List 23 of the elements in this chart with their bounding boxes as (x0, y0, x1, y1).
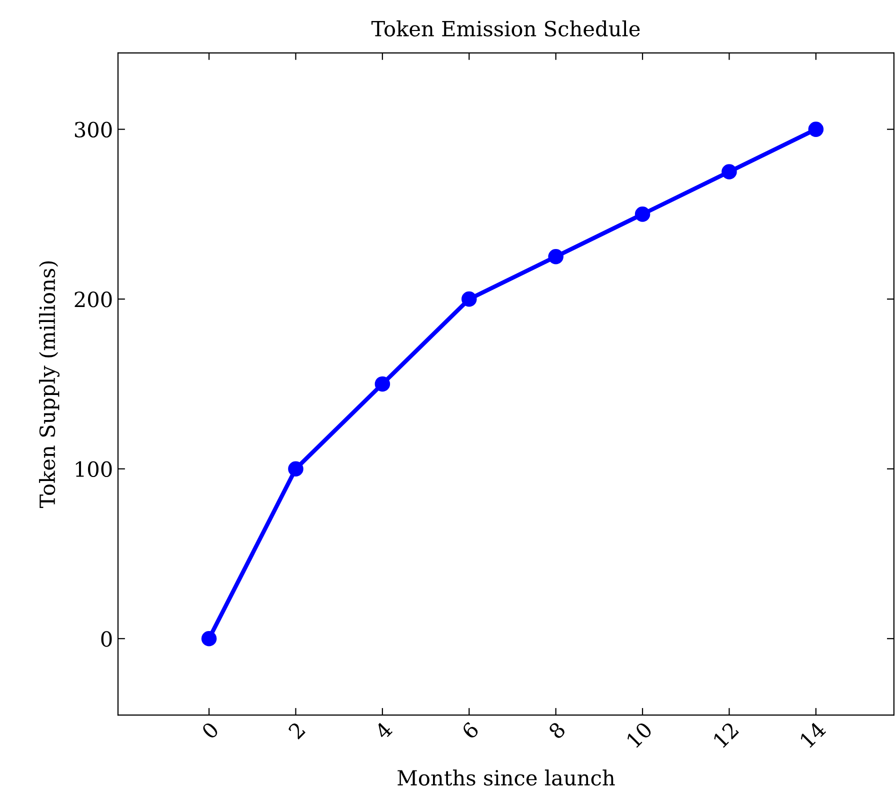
y-tick-label: 0 (101, 631, 112, 647)
x-axis-title: Months since launch (398, 770, 615, 786)
x-tick-label: 6 (460, 721, 480, 740)
y-axis-title: Token Supply (millions) (39, 261, 60, 508)
point (374, 376, 390, 392)
x-tick-label: 2 (288, 722, 306, 740)
point (461, 291, 477, 307)
point (201, 630, 217, 646)
point (808, 122, 824, 137)
point (288, 461, 304, 476)
x-tick-label: 14 (799, 720, 826, 748)
y-tick-label: 300 (74, 122, 112, 138)
x-tick-label: 10 (626, 721, 653, 748)
x-tick-label: 8 (548, 721, 566, 740)
y-tick-label: 100 (76, 461, 112, 478)
point (722, 164, 737, 180)
x-tick-label: 12 (712, 722, 739, 748)
point (548, 248, 564, 264)
y-tick-label: 200 (74, 292, 112, 308)
chart-title: Token Emission Schedule (371, 20, 640, 37)
x-tick-label: 4 (374, 720, 393, 740)
point (634, 206, 650, 222)
x-tick-label: 0 (200, 721, 220, 740)
